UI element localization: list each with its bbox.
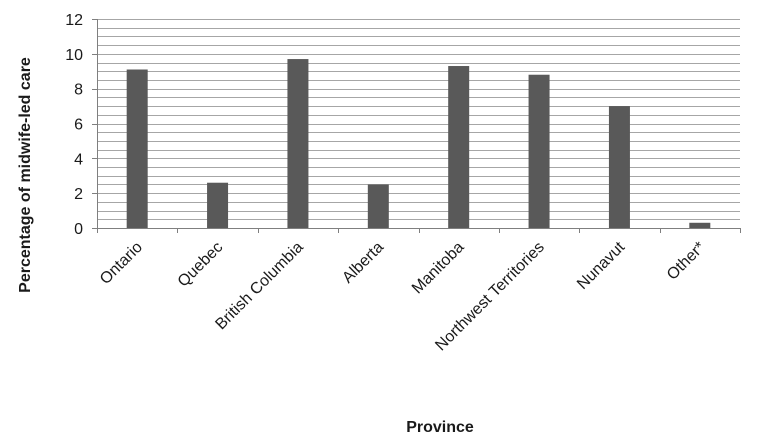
bar-0 <box>126 69 148 228</box>
y-tick-label: 0 <box>74 221 83 238</box>
y-tick-label: 6 <box>74 117 83 134</box>
axes <box>92 19 741 233</box>
y-axis-title: Percentage of midwife-led care <box>17 57 34 293</box>
y-tick-label: 2 <box>74 186 83 203</box>
bars <box>126 59 711 229</box>
bar-7 <box>689 222 711 228</box>
bar-1 <box>207 182 229 228</box>
gridlines <box>97 19 740 229</box>
y-tick-label: 4 <box>74 151 83 168</box>
y-tick-label: 10 <box>65 47 83 64</box>
x-tick-label: Other* <box>664 239 709 284</box>
bar-5 <box>528 74 550 228</box>
bar-3 <box>367 184 389 228</box>
x-tick-label: Manitoba <box>409 239 468 298</box>
x-tick-label: British Columbia <box>212 239 306 333</box>
bar-4 <box>448 66 470 229</box>
y-tick-label: 8 <box>74 82 83 99</box>
x-tick-label: Quebec <box>175 239 227 291</box>
bar-2 <box>287 59 309 228</box>
x-axis-title: Province <box>406 419 474 436</box>
bar-6 <box>608 106 630 228</box>
y-tick-label: 12 <box>65 12 83 29</box>
x-tick-label: Nunavut <box>574 238 629 293</box>
y-tick-labels: 0 2 4 6 8 10 12 <box>65 12 83 238</box>
x-tick-label: Ontario <box>97 239 146 288</box>
x-tick-label: Alberta <box>339 239 387 287</box>
